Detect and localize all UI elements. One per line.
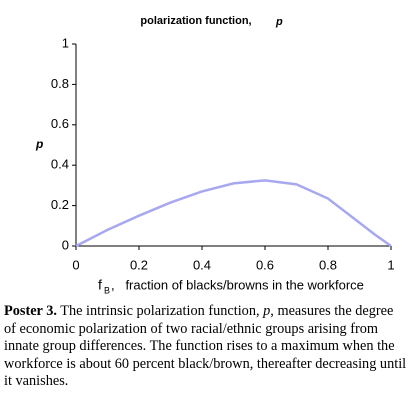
caption: Poster 3. The intrinsic polarization fun… [4, 303, 408, 391]
chart: polarization function, p p f B , fractio… [35, 15, 395, 295]
y-tick-label: 0.6 [51, 116, 69, 131]
y-axis-label: p [35, 137, 43, 151]
y-tick-label: 0.4 [51, 157, 69, 172]
y-tick-label: 1 [62, 35, 69, 50]
x-axis-label: , fraction of blacks/browns in the workf… [111, 277, 364, 292]
title-symbol: p [275, 16, 283, 28]
y-tick-label: 0.8 [51, 76, 69, 91]
x-tick-label: 0.6 [256, 257, 274, 272]
y-tick-label: 0.2 [51, 197, 69, 212]
y-tick-label: 0 [62, 237, 69, 252]
chart-title: polarization function, [140, 15, 251, 27]
x-label-subscript: B [104, 285, 110, 295]
data-line [75, 179, 392, 248]
x-tick-label: 0.8 [319, 257, 337, 272]
x-tick-label: 0.4 [193, 257, 211, 272]
x-tick-label: 0.2 [130, 257, 148, 272]
x-tick-label: 0 [72, 257, 79, 272]
caption-symbol: p [263, 303, 271, 319]
caption-label: Poster 3. [4, 303, 57, 319]
x-tick-label: 1 [387, 257, 394, 272]
caption-text: , measures the degree of economic polari… [4, 303, 407, 389]
caption-text: The intrinsic polarization function, [56, 303, 264, 319]
x-label-symbol: f [98, 277, 102, 293]
